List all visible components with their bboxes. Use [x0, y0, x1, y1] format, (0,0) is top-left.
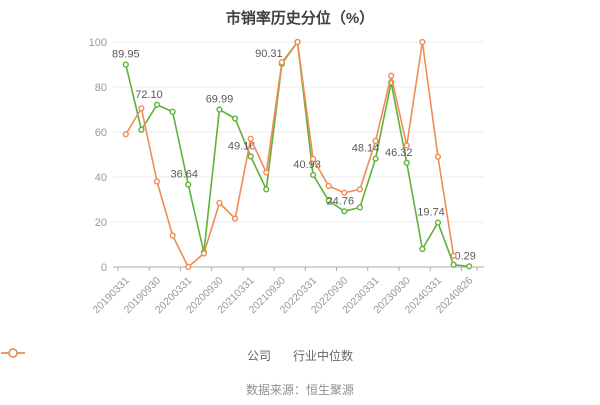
company-point: [153, 101, 161, 108]
industry-median-point: [263, 169, 270, 176]
industry-median-point: [325, 182, 332, 190]
company-point-label: 0.29: [454, 250, 475, 262]
industry-median-point: [310, 155, 317, 163]
company-point: [169, 108, 176, 115]
industry-median-point: [200, 250, 207, 257]
company-point-label: 49.16: [228, 140, 256, 152]
y-axis-label: 80: [95, 82, 107, 94]
y-axis-label: 100: [89, 37, 107, 49]
legend-item-company[interactable]: 公司: [1, 347, 271, 364]
company-point-label: 89.95: [112, 49, 140, 61]
industry-median-point: [294, 38, 301, 46]
chart-title: 市销率历史分位（%）: [225, 10, 375, 27]
legend: 公司 行业中位数: [0, 347, 600, 364]
company-point: [419, 245, 426, 253]
industry-median-point: [169, 232, 176, 239]
company-point: [450, 261, 457, 268]
industry-median-point: [372, 137, 379, 145]
industry-median-point: [278, 59, 285, 66]
legend-item-industry-median[interactable]: 行业中位数: [1, 347, 354, 364]
industry-median-point: [388, 72, 395, 79]
company-point-label: 24.76: [327, 195, 355, 207]
legend-label-industry-median: 行业中位数: [293, 349, 354, 363]
company-point: [138, 126, 145, 133]
y-axis-label: 0: [101, 262, 107, 274]
industry-median-point: [231, 215, 239, 222]
company-point: [310, 171, 317, 179]
industry-median-point: [403, 142, 410, 149]
company-point-label: 46.32: [385, 147, 413, 159]
company-point-label: 69.99: [206, 94, 234, 106]
industry-median-point: [341, 189, 348, 196]
company-point: [263, 186, 270, 193]
chart-canvas: 0204060801002019033120190930202003312020…: [89, 37, 484, 316]
company-point: [231, 115, 239, 122]
industry-median-point: [153, 178, 161, 185]
company-point-label: 90.31: [255, 48, 283, 60]
company-point-label: 72.10: [135, 89, 163, 101]
company-point: [434, 219, 442, 226]
y-axis-label: 40: [95, 172, 107, 184]
industry-median-point: [216, 199, 223, 206]
y-axis-label: 60: [95, 127, 107, 139]
industry-median-line: [125, 41, 455, 268]
company-point: [403, 159, 410, 166]
company-point: [325, 197, 332, 204]
industry-median-point: [185, 263, 192, 271]
industry-median-point: [434, 153, 442, 160]
company-point: [466, 263, 473, 270]
industry-median-point: [122, 131, 129, 138]
industry-median-point: [450, 252, 457, 259]
industry-median-legend-marker-icon: [1, 348, 25, 358]
company-point: [356, 204, 364, 211]
company-point-label: 19.74: [417, 207, 445, 219]
industry-median-point: [247, 135, 254, 142]
company-point: [341, 208, 348, 215]
company-point: [372, 155, 379, 162]
industry-median-point: [138, 105, 145, 112]
company-point: [216, 106, 223, 113]
legend-label-company: 公司: [246, 349, 271, 363]
industry-median-point: [356, 186, 364, 193]
company-point: [185, 181, 192, 188]
data-source-text: 数据来源：恒生聚源: [245, 383, 354, 397]
company-point-label: 36.64: [170, 169, 198, 181]
company-point: [122, 61, 129, 68]
industry-median-point: [419, 38, 426, 46]
company-point: [247, 153, 254, 160]
y-axis-label: 20: [95, 217, 107, 229]
